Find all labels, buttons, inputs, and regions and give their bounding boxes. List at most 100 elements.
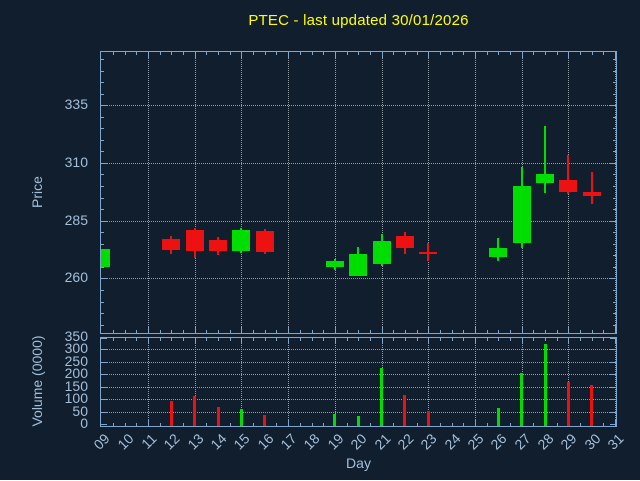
x-tick bbox=[603, 338, 605, 341]
price-y-tick bbox=[613, 58, 616, 60]
x-tick bbox=[381, 52, 383, 58]
day-gridline bbox=[474, 52, 476, 333]
candle-body bbox=[101, 248, 111, 268]
x-tick bbox=[404, 330, 406, 333]
candle-body bbox=[395, 236, 414, 249]
volume-bar bbox=[216, 406, 220, 426]
x-tick bbox=[463, 423, 465, 426]
volume-bar bbox=[496, 407, 500, 426]
x-tick bbox=[556, 423, 558, 426]
x-tick bbox=[113, 338, 114, 341]
volume-y-tick bbox=[101, 411, 107, 413]
x-tick bbox=[253, 423, 255, 426]
candle-wick bbox=[544, 126, 546, 194]
x-tick bbox=[486, 52, 488, 55]
x-tick bbox=[183, 52, 184, 55]
x-tick bbox=[346, 52, 348, 55]
price-y-tick bbox=[613, 313, 616, 315]
x-tick bbox=[241, 327, 243, 333]
day-gridline bbox=[615, 52, 616, 333]
price-y-tick bbox=[613, 197, 616, 199]
x-tick bbox=[136, 423, 138, 426]
x-tick bbox=[194, 52, 196, 58]
volume-y-tick bbox=[101, 361, 107, 363]
x-tick bbox=[229, 423, 231, 426]
x-tick bbox=[264, 52, 266, 55]
volume-y-tick bbox=[101, 386, 107, 388]
x-tick bbox=[206, 330, 208, 333]
x-tick bbox=[521, 52, 523, 58]
x-tick bbox=[113, 52, 114, 55]
price-y-tick bbox=[101, 93, 104, 95]
price-tick-label: 285 bbox=[64, 212, 88, 228]
volume-tick-label: 300 bbox=[64, 340, 88, 356]
x-tick bbox=[591, 330, 593, 333]
x-tick bbox=[439, 330, 441, 333]
volume-y-tick bbox=[610, 411, 616, 413]
price-y-tick bbox=[101, 186, 104, 187]
x-tick bbox=[545, 338, 546, 341]
x-tick bbox=[276, 330, 278, 333]
x-tick bbox=[171, 330, 173, 333]
x-tick bbox=[580, 338, 581, 341]
candle-body bbox=[512, 186, 531, 244]
x-tick bbox=[556, 52, 558, 55]
x-tick bbox=[533, 423, 535, 426]
x-tick bbox=[159, 423, 161, 426]
price-y-tick bbox=[610, 220, 616, 222]
price-y-tick bbox=[101, 58, 104, 60]
x-tick bbox=[369, 52, 371, 55]
x-tick bbox=[334, 338, 336, 344]
volume-y-tick bbox=[101, 424, 107, 425]
x-tick bbox=[276, 338, 278, 341]
x-tick bbox=[533, 330, 535, 333]
x-tick bbox=[404, 338, 406, 341]
volume-bar bbox=[356, 415, 360, 426]
volume-bar bbox=[239, 408, 243, 426]
price-y-tick bbox=[610, 162, 616, 164]
x-tick bbox=[229, 330, 231, 333]
price-y-tick bbox=[101, 220, 107, 222]
x-tick bbox=[311, 338, 313, 341]
candle-body bbox=[325, 261, 344, 268]
volume-y-tick bbox=[610, 361, 616, 363]
candle-body bbox=[255, 231, 274, 253]
price-tick-label: 310 bbox=[64, 154, 88, 170]
x-tick bbox=[299, 52, 301, 55]
x-tick bbox=[509, 330, 511, 333]
candle-body bbox=[489, 247, 508, 258]
x-tick bbox=[276, 423, 278, 426]
volume-tick-label: 0 bbox=[80, 415, 88, 431]
price-y-tick bbox=[101, 70, 104, 72]
x-tick bbox=[124, 338, 126, 341]
x-tick bbox=[603, 52, 605, 55]
candle-body bbox=[559, 180, 578, 193]
x-tick bbox=[556, 338, 558, 341]
x-tick bbox=[148, 338, 149, 344]
candle-wick bbox=[567, 155, 570, 195]
day-gridline bbox=[615, 338, 616, 426]
x-tick bbox=[428, 338, 430, 344]
x-tick bbox=[148, 327, 149, 333]
volume-bar bbox=[590, 385, 594, 426]
x-tick bbox=[218, 330, 219, 333]
x-tick bbox=[323, 338, 325, 341]
price-y-tick bbox=[613, 301, 616, 303]
day-gridline bbox=[474, 338, 476, 426]
price-y-tick bbox=[613, 186, 616, 187]
x-tick bbox=[358, 338, 360, 341]
candle-body bbox=[185, 230, 204, 252]
x-tick bbox=[288, 52, 290, 58]
x-tick bbox=[580, 423, 581, 426]
price-panel bbox=[100, 51, 617, 334]
volume-y-tick bbox=[610, 349, 616, 351]
x-tick bbox=[509, 52, 511, 55]
x-tick bbox=[509, 423, 511, 426]
price-y-tick bbox=[101, 174, 104, 176]
x-tick bbox=[615, 327, 616, 333]
x-tick bbox=[218, 338, 219, 341]
volume-bar bbox=[520, 372, 524, 426]
volume-bar bbox=[566, 382, 570, 426]
x-tick bbox=[241, 338, 243, 344]
x-tick bbox=[591, 338, 593, 341]
